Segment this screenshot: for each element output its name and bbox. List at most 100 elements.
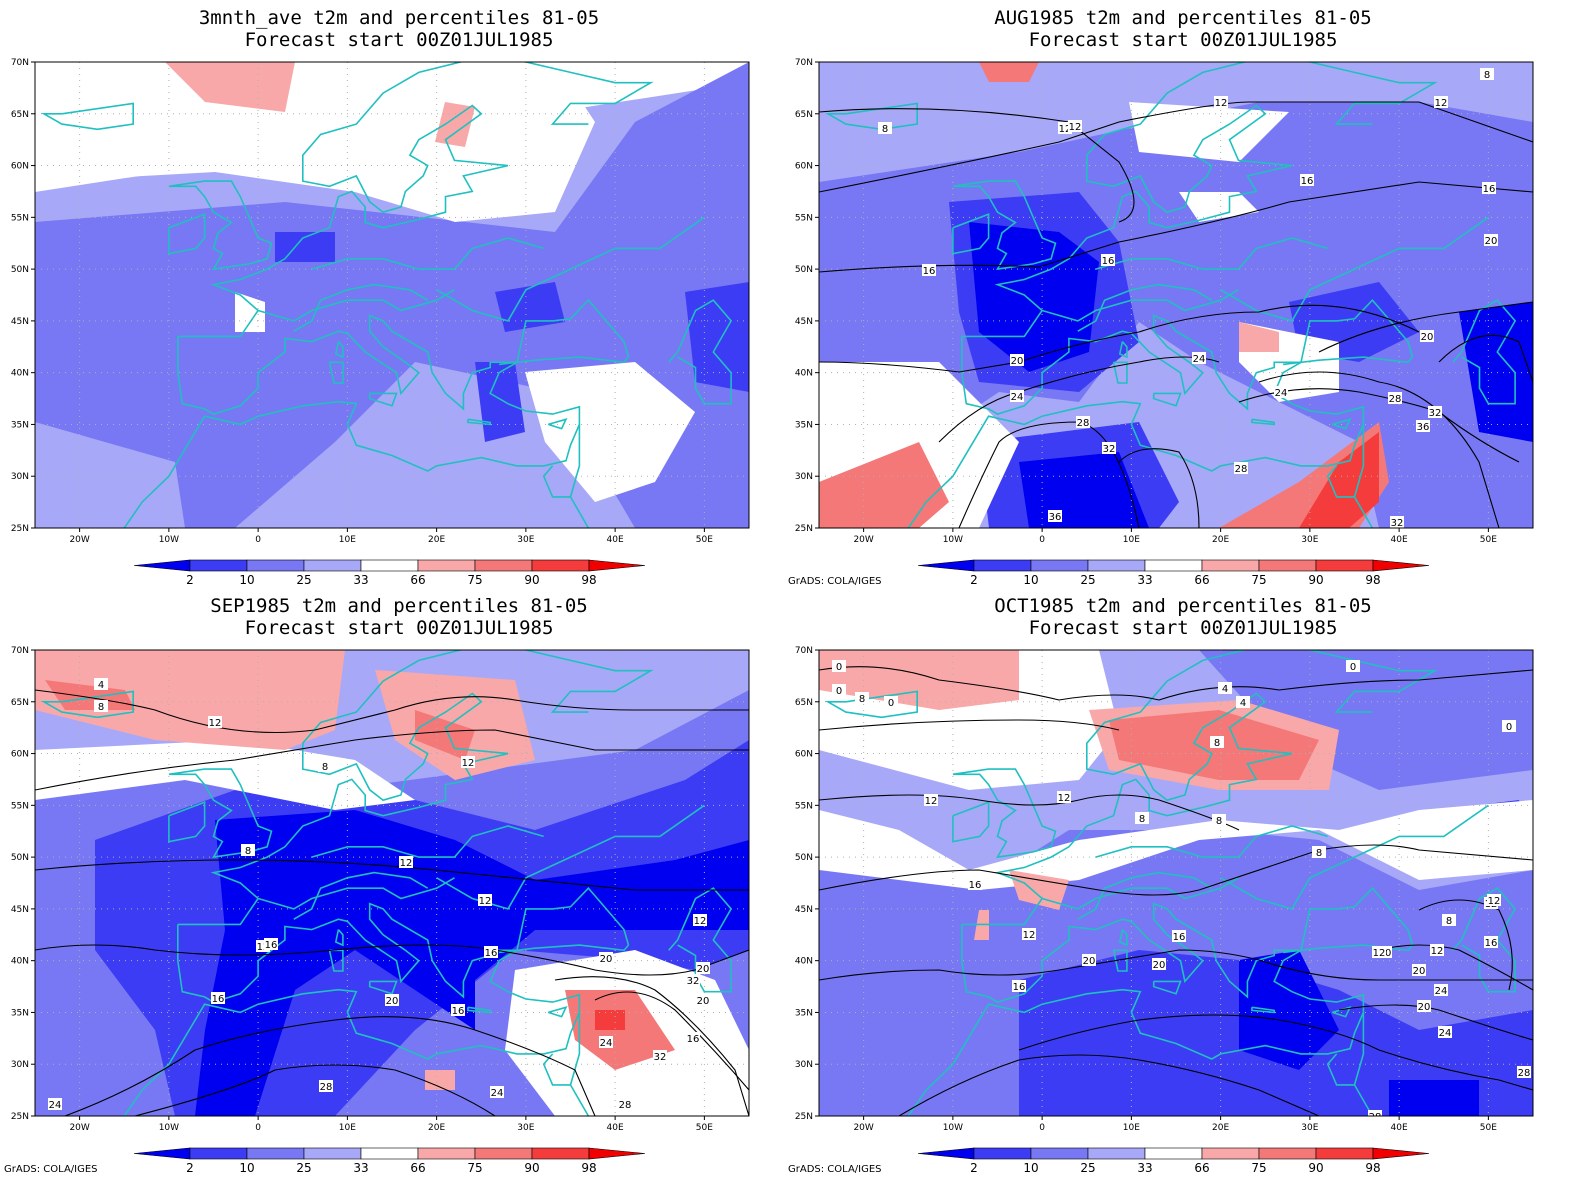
colorbar-label: 90	[1308, 1161, 1323, 1175]
contour-label-bg	[1430, 944, 1444, 956]
contour-line	[819, 794, 1240, 831]
colorbar-label: 75	[467, 1161, 482, 1175]
coastline	[824, 690, 918, 719]
contour-label-bg	[1082, 954, 1096, 966]
colorbar-label: 90	[1308, 573, 1323, 587]
colorbar-arrow-high	[1372, 1147, 1430, 1160]
lon-label: 40E	[607, 535, 624, 545]
lat-label: 70N	[11, 646, 29, 656]
contour-label-bg	[385, 994, 399, 1006]
colorbar-arrow-low	[917, 559, 975, 572]
colorbar-label: 2	[186, 573, 194, 587]
lat-label: 50N	[795, 853, 813, 863]
coastline	[311, 825, 544, 858]
contour-line	[819, 844, 1533, 896]
coastline	[311, 237, 544, 270]
contour-label-bg	[1068, 120, 1082, 132]
contour-label: 24	[1435, 986, 1448, 997]
coastline	[1095, 237, 1328, 270]
coastline	[907, 361, 1365, 528]
panel-subtitle: Forecast start 00Z01JUL1985	[1028, 29, 1338, 51]
contour-label-bg	[653, 1050, 667, 1062]
colorbar-label: 75	[1251, 573, 1266, 587]
colorbar-bin	[1030, 559, 1089, 572]
grads-credit: GrADS: COLA/IGES	[788, 576, 882, 587]
colorbar-label: 2	[970, 1161, 978, 1175]
lon-label: 10E	[1123, 535, 1140, 545]
lat-label: 35N	[795, 1008, 813, 1018]
contour-label: 16	[1485, 938, 1498, 949]
colorbar-label: 98	[1365, 1161, 1380, 1175]
contour-label-bg	[211, 992, 225, 1004]
map-plot: 70N 65N 60N 55N 50N 45N 40N 35N 30N 25N 20W 10W 0 10E…	[11, 58, 750, 587]
coastline	[1251, 1006, 1275, 1014]
shade-region	[1199, 650, 1533, 790]
shaded-field	[35, 62, 749, 528]
colorbar-label: 33	[353, 1161, 368, 1175]
contour-label: 28	[1077, 418, 1090, 429]
coastline	[542, 1012, 581, 1086]
contour-label: 16	[687, 1034, 700, 1045]
coastline	[547, 1006, 568, 1018]
coastlines	[824, 62, 1517, 528]
coastline	[334, 929, 344, 947]
contour-label-bg	[399, 856, 413, 868]
lon-label: 10W	[943, 535, 963, 545]
lat-label: 25N	[11, 524, 29, 534]
contour-label-bg	[241, 844, 255, 856]
coastlines	[40, 62, 733, 528]
colorbar-bin	[1315, 559, 1374, 572]
lon-label: 0	[255, 535, 261, 545]
coastlines	[824, 650, 1517, 1116]
contour-label-bg	[484, 946, 498, 958]
panel-subtitle: Forecast start 00Z01JUL1985	[1028, 617, 1338, 639]
shade-region	[819, 442, 949, 528]
lon-label: 30E	[517, 535, 534, 545]
contour-label: 20	[1485, 236, 1498, 247]
colorbar-arrow-low	[133, 559, 191, 572]
contour-line	[554, 976, 749, 1116]
colorbar-arrow-low	[133, 1147, 191, 1160]
contour-label: 4	[1240, 698, 1246, 709]
contour-label: 12	[1023, 930, 1036, 941]
contour-line	[958, 421, 1140, 528]
shade-region	[425, 1070, 455, 1090]
colorbar-label: 75	[1251, 1161, 1266, 1175]
contour-label: 20	[1413, 966, 1426, 977]
coastline	[328, 361, 344, 384]
lat-label: 55N	[11, 213, 29, 223]
coastline	[961, 62, 1310, 338]
lat-label: 65N	[11, 110, 29, 120]
contour-label-bg	[599, 1036, 613, 1048]
colorbar-label: 10	[239, 1161, 254, 1175]
panel-subtitle: Forecast start 00Z01JUL1985	[244, 617, 554, 639]
coastline	[952, 768, 1057, 859]
lon-label: 50E	[696, 535, 713, 545]
contour-line	[819, 101, 1533, 193]
coastline	[907, 949, 1365, 1116]
colorbar-label: 90	[524, 1161, 539, 1175]
map-plot: 0048048012128881612161220201620122024121…	[795, 646, 1534, 1175]
colorbar-label: 25	[296, 573, 311, 587]
coastline	[1309, 62, 1438, 125]
contour-label-bg	[1210, 736, 1224, 748]
contour-label: 28	[1235, 464, 1248, 475]
contour-label: 12	[1215, 98, 1228, 109]
contour-label-bg	[1022, 928, 1036, 940]
contour-label-bg	[94, 678, 108, 690]
coastline	[40, 690, 134, 719]
colorbar-label: 66	[410, 1161, 425, 1175]
coastline	[961, 650, 1310, 926]
coastline	[1077, 871, 1213, 920]
contour-label: 8	[1316, 848, 1322, 859]
coastline	[1095, 825, 1328, 858]
colorbar-bin	[474, 1147, 533, 1160]
contour-label-bg	[1234, 462, 1248, 474]
coastline	[542, 424, 581, 498]
contour-label-bg	[832, 684, 846, 696]
lat-label: 45N	[11, 905, 29, 915]
colorbar-bin	[1030, 1147, 1089, 1160]
shade-region	[35, 740, 415, 810]
colorbar-label: 66	[1194, 1161, 1209, 1175]
colorbar-bin	[1144, 1147, 1203, 1160]
